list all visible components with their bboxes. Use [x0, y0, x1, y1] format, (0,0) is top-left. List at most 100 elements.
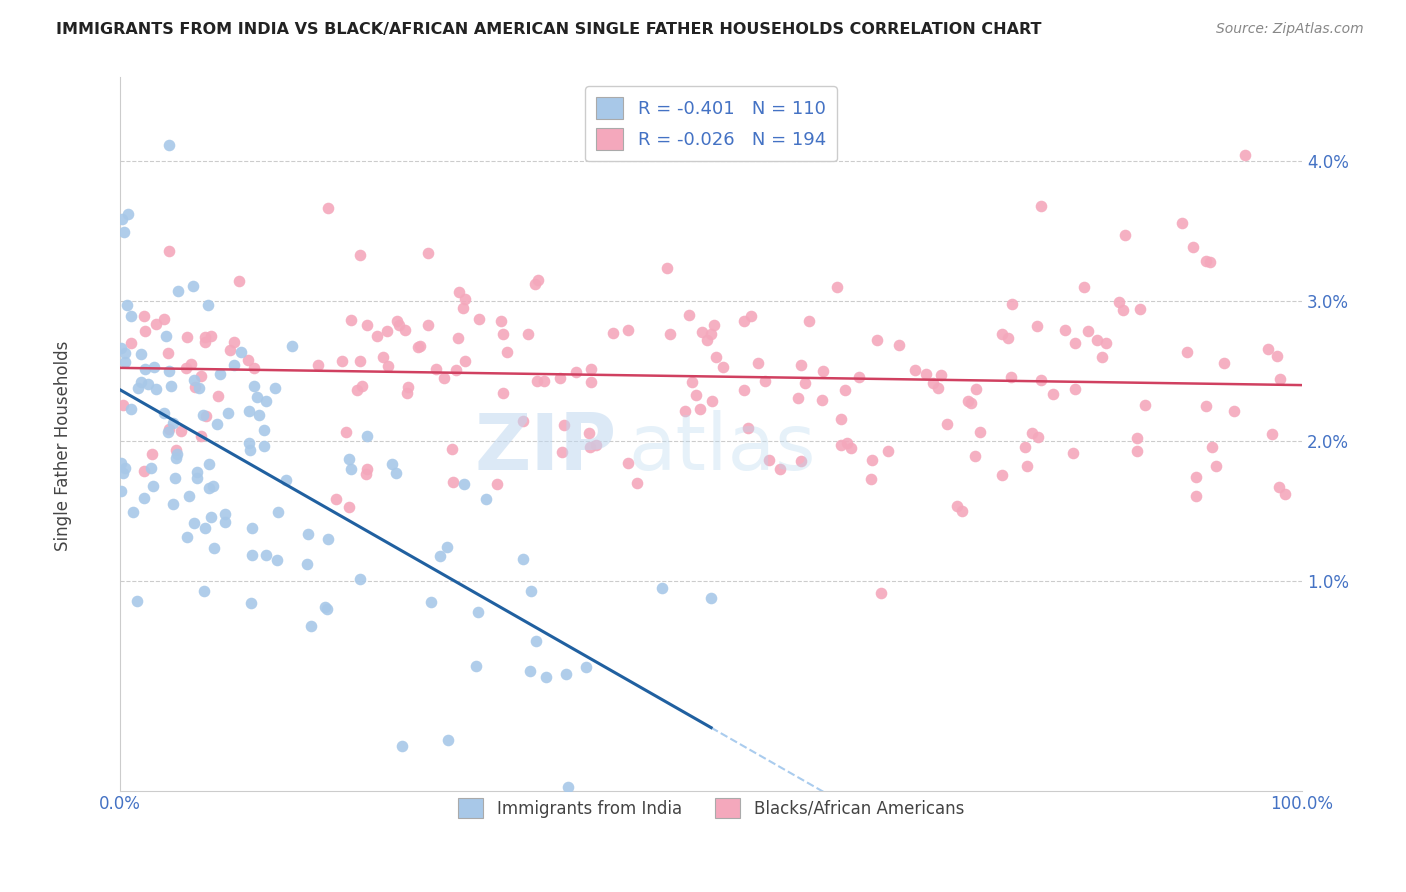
Point — [238, 403, 260, 417]
Point — [848, 370, 870, 384]
Point — [180, 357, 202, 371]
Point — [465, 658, 488, 673]
Point — [860, 472, 883, 486]
Point — [134, 362, 156, 376]
Point — [1094, 336, 1116, 351]
Point — [152, 407, 174, 421]
Point — [437, 733, 460, 747]
Point — [155, 329, 177, 343]
Point — [790, 454, 813, 468]
Point — [813, 364, 835, 378]
Point — [335, 425, 357, 439]
Point — [834, 383, 856, 397]
Point — [703, 318, 725, 333]
Point — [658, 327, 681, 342]
Point — [117, 297, 139, 311]
Point — [534, 670, 557, 684]
Point — [314, 600, 336, 615]
Point — [254, 394, 277, 409]
Point — [200, 510, 222, 524]
Point — [447, 331, 470, 345]
Point — [657, 260, 679, 275]
Point — [395, 385, 418, 400]
Point — [409, 339, 432, 353]
Point — [1085, 333, 1108, 347]
Point — [997, 331, 1019, 345]
Point — [240, 521, 263, 535]
Point — [737, 421, 759, 435]
Point — [194, 334, 217, 349]
Point — [956, 394, 979, 409]
Point — [349, 248, 371, 262]
Point — [253, 439, 276, 453]
Point — [1184, 489, 1206, 503]
Point — [1064, 383, 1087, 397]
Point — [141, 447, 163, 461]
Point — [1195, 399, 1218, 413]
Point — [145, 382, 167, 396]
Point — [219, 343, 242, 357]
Point — [134, 324, 156, 338]
Point — [1021, 426, 1043, 441]
Point — [193, 584, 215, 599]
Point — [516, 327, 538, 342]
Point — [451, 301, 474, 315]
Point — [696, 333, 718, 347]
Point — [194, 409, 217, 424]
Point — [181, 279, 204, 293]
Point — [837, 435, 859, 450]
Text: ZIP: ZIP — [474, 410, 617, 486]
Point — [523, 277, 546, 292]
Point — [790, 358, 813, 372]
Point — [963, 449, 986, 463]
Point — [316, 201, 339, 215]
Point — [754, 374, 776, 388]
Point — [111, 211, 134, 226]
Point — [733, 314, 755, 328]
Text: atlas: atlas — [628, 410, 815, 486]
Point — [174, 360, 197, 375]
Point — [142, 360, 165, 375]
Point — [112, 398, 135, 412]
Point — [467, 311, 489, 326]
Point — [197, 298, 219, 312]
Point — [524, 634, 547, 648]
Point — [1198, 254, 1220, 268]
Point — [1261, 427, 1284, 442]
Point — [136, 377, 159, 392]
Point — [332, 354, 354, 368]
Point — [254, 548, 277, 562]
Point — [200, 329, 222, 343]
Point — [162, 497, 184, 511]
Point — [120, 402, 142, 417]
Point — [166, 447, 188, 461]
Point — [316, 602, 339, 616]
Legend: Immigrants from India, Blacks/African Americans: Immigrants from India, Blacks/African Am… — [451, 791, 970, 825]
Point — [346, 384, 368, 398]
Point — [1126, 444, 1149, 458]
Point — [991, 467, 1014, 482]
Point — [366, 329, 388, 343]
Point — [433, 371, 456, 385]
Point — [492, 386, 515, 401]
Point — [453, 477, 475, 491]
Point — [1201, 440, 1223, 454]
Point — [247, 409, 270, 423]
Point — [224, 335, 246, 350]
Point — [243, 379, 266, 393]
Point — [218, 407, 240, 421]
Point — [945, 499, 967, 513]
Point — [825, 280, 848, 294]
Point — [228, 274, 250, 288]
Point — [758, 453, 780, 467]
Point — [1054, 323, 1077, 337]
Point — [877, 444, 900, 458]
Point — [626, 475, 648, 490]
Point — [114, 346, 136, 360]
Point — [156, 425, 179, 440]
Point — [700, 326, 723, 341]
Point — [960, 395, 983, 409]
Text: Source: ZipAtlas.com: Source: ZipAtlas.com — [1216, 22, 1364, 37]
Point — [391, 739, 413, 754]
Point — [127, 594, 149, 608]
